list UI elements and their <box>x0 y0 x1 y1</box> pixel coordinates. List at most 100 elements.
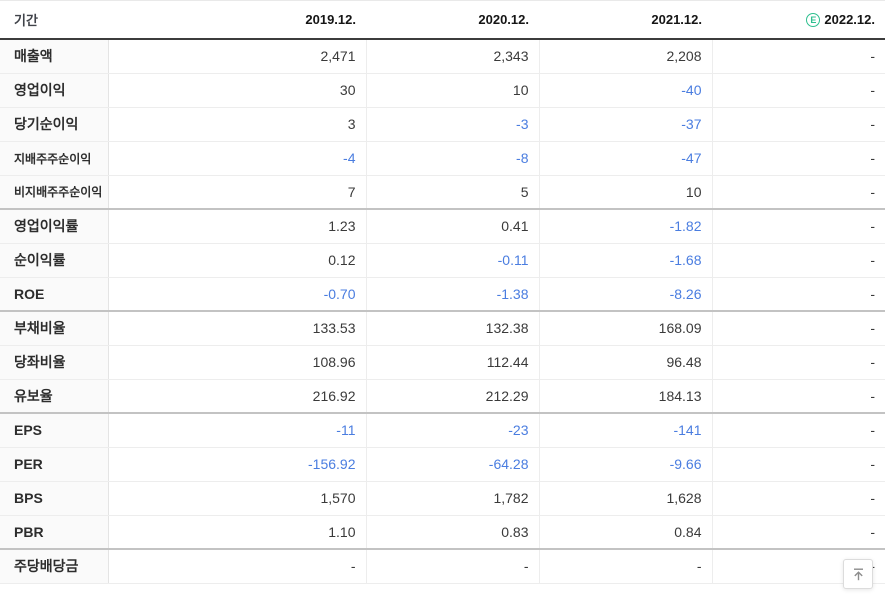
table-row-per: PER -156.92 -64.28 -9.66- <box>0 447 885 482</box>
cell-pbr-2019-12: 1.10 <box>108 515 367 550</box>
row-label-revenue: 매출액 <box>0 39 109 74</box>
row-label-eps: EPS <box>0 412 109 448</box>
cell-net-income-2020-12: -3 <box>366 107 540 142</box>
cell-eps-2021-12: -141 <box>539 412 713 448</box>
table-row-net-income: 당기순이익 3 -3 -37- <box>0 107 885 142</box>
cell-revenue-2020-12: 2,343 <box>366 39 540 74</box>
table-row-quick-ratio: 당좌비율 108.96 112.44 96.48- <box>0 345 885 380</box>
cell-non-controlling-net-income-2021-12: 10 <box>539 175 713 210</box>
row-label-operating-profit: 영업이익 <box>0 73 109 108</box>
cell-roe-2021-12: -8.26 <box>539 277 713 312</box>
cell-reserve-ratio-2019-12: 216.92 <box>108 379 367 414</box>
table-row-reserve-ratio: 유보율 216.92 212.29 184.13- <box>0 379 885 414</box>
table-row-pbr: PBR 1.10 0.83 0.84- <box>0 515 885 550</box>
cell-non-controlling-net-income-2020-12: 5 <box>366 175 540 210</box>
cell-quick-ratio-2019-12: 108.96 <box>108 345 367 380</box>
cell-net-margin-2021-12: -1.68 <box>539 243 713 278</box>
row-label-non-controlling-net-income: 비지배주주순이익 <box>0 175 109 210</box>
cell-bps-2022-12: - <box>712 481 885 516</box>
table-row-eps: EPS -11 -23 -141- <box>0 412 885 448</box>
cell-dividend-per-share-2020-12: - <box>366 548 540 584</box>
financial-table: 기간 2019.12. 2020.12. 2021.12. E 2022.12. … <box>0 0 885 584</box>
cell-per-2020-12: -64.28 <box>366 447 540 482</box>
row-label-quick-ratio: 당좌비율 <box>0 345 109 380</box>
cell-revenue-2019-12: 2,471 <box>108 39 367 74</box>
cell-non-controlling-net-income-2022-12: - <box>712 175 885 210</box>
cell-operating-margin-2021-12: -1.82 <box>539 208 713 244</box>
table-body: 매출액 2,471 2,343 2,208- 영업이익 30 10 -40- 당기순이익 3 -3-… <box>0 39 885 584</box>
cell-reserve-ratio-2021-12: 184.13 <box>539 379 713 414</box>
table-header-row: 기간 2019.12. 2020.12. 2021.12. E 2022.12. <box>0 0 885 40</box>
cell-reserve-ratio-2020-12: 212.29 <box>366 379 540 414</box>
cell-eps-2019-12: -11 <box>108 412 367 448</box>
table-row-dividend-per-share: 주당배당금---- <box>0 548 885 584</box>
table-row-bps: BPS 1,570 1,782 1,628- <box>0 481 885 516</box>
cell-dividend-per-share-2021-12: - <box>539 548 713 584</box>
cell-net-margin-2019-12: 0.12 <box>108 243 367 278</box>
header-2021-12: 2021.12. <box>539 0 712 40</box>
cell-quick-ratio-2022-12: - <box>712 345 885 380</box>
table-row-non-controlling-net-income: 비지배주주순이익 7 5 10- <box>0 175 885 210</box>
cell-roe-2020-12: -1.38 <box>366 277 540 312</box>
cell-bps-2019-12: 1,570 <box>108 481 367 516</box>
cell-bps-2021-12: 1,628 <box>539 481 713 516</box>
table-row-roe: ROE -0.70 -1.38 -8.26- <box>0 277 885 312</box>
cell-per-2019-12: -156.92 <box>108 447 367 482</box>
arrow-up-to-top-icon <box>853 568 863 580</box>
cell-pbr-2022-12: - <box>712 515 885 550</box>
row-label-dividend-per-share: 주당배당금 <box>0 548 109 584</box>
header-2019-12: 2019.12. <box>108 0 366 40</box>
row-label-reserve-ratio: 유보율 <box>0 379 109 414</box>
cell-operating-margin-2020-12: 0.41 <box>366 208 540 244</box>
cell-quick-ratio-2020-12: 112.44 <box>366 345 540 380</box>
header-2020-12: 2020.12. <box>366 0 539 40</box>
cell-controlling-net-income-2020-12: -8 <box>366 141 540 176</box>
cell-revenue-2021-12: 2,208 <box>539 39 713 74</box>
cell-debt-ratio-2020-12: 132.38 <box>366 310 540 346</box>
cell-revenue-2022-12: - <box>712 39 885 74</box>
cell-roe-2019-12: -0.70 <box>108 277 367 312</box>
row-label-per: PER <box>0 447 109 482</box>
row-label-roe: ROE <box>0 277 109 312</box>
cell-pbr-2021-12: 0.84 <box>539 515 713 550</box>
cell-bps-2020-12: 1,782 <box>366 481 540 516</box>
row-label-net-margin: 순이익률 <box>0 243 109 278</box>
header-2022-12-label: 2022.12. <box>824 12 875 27</box>
cell-roe-2022-12: - <box>712 277 885 312</box>
cell-operating-profit-2020-12: 10 <box>366 73 540 108</box>
row-label-debt-ratio: 부채비율 <box>0 310 109 346</box>
table-row-net-margin: 순이익률 0.12 -0.11 -1.68- <box>0 243 885 278</box>
table-row-operating-margin: 영업이익률 1.23 0.41 -1.82- <box>0 208 885 244</box>
cell-net-income-2021-12: -37 <box>539 107 713 142</box>
table-row-revenue: 매출액 2,471 2,343 2,208- <box>0 39 885 74</box>
cell-net-margin-2020-12: -0.11 <box>366 243 540 278</box>
cell-non-controlling-net-income-2019-12: 7 <box>108 175 367 210</box>
cell-net-income-2019-12: 3 <box>108 107 367 142</box>
cell-pbr-2020-12: 0.83 <box>366 515 540 550</box>
cell-net-income-2022-12: - <box>712 107 885 142</box>
cell-eps-2022-12: - <box>712 412 885 448</box>
header-period: 기간 <box>0 0 108 40</box>
table-row-controlling-net-income: 지배주주순이익 -4 -8 -47- <box>0 141 885 176</box>
cell-quick-ratio-2021-12: 96.48 <box>539 345 713 380</box>
cell-operating-margin-2019-12: 1.23 <box>108 208 367 244</box>
table-row-operating-profit: 영업이익 30 10 -40- <box>0 73 885 108</box>
cell-controlling-net-income-2021-12: -47 <box>539 141 713 176</box>
cell-operating-profit-2022-12: - <box>712 73 885 108</box>
estimate-icon: E <box>806 13 821 27</box>
cell-reserve-ratio-2022-12: - <box>712 379 885 414</box>
row-label-pbr: PBR <box>0 515 109 550</box>
row-label-net-income: 당기순이익 <box>0 107 109 142</box>
scroll-to-top-button[interactable] <box>843 559 873 589</box>
cell-operating-margin-2022-12: - <box>712 208 885 244</box>
cell-debt-ratio-2021-12: 168.09 <box>539 310 713 346</box>
cell-debt-ratio-2022-12: - <box>712 310 885 346</box>
cell-debt-ratio-2019-12: 133.53 <box>108 310 367 346</box>
cell-controlling-net-income-2019-12: -4 <box>108 141 367 176</box>
cell-eps-2020-12: -23 <box>366 412 540 448</box>
row-label-bps: BPS <box>0 481 109 516</box>
row-label-controlling-net-income: 지배주주순이익 <box>0 141 109 176</box>
cell-controlling-net-income-2022-12: - <box>712 141 885 176</box>
cell-operating-profit-2019-12: 30 <box>108 73 367 108</box>
